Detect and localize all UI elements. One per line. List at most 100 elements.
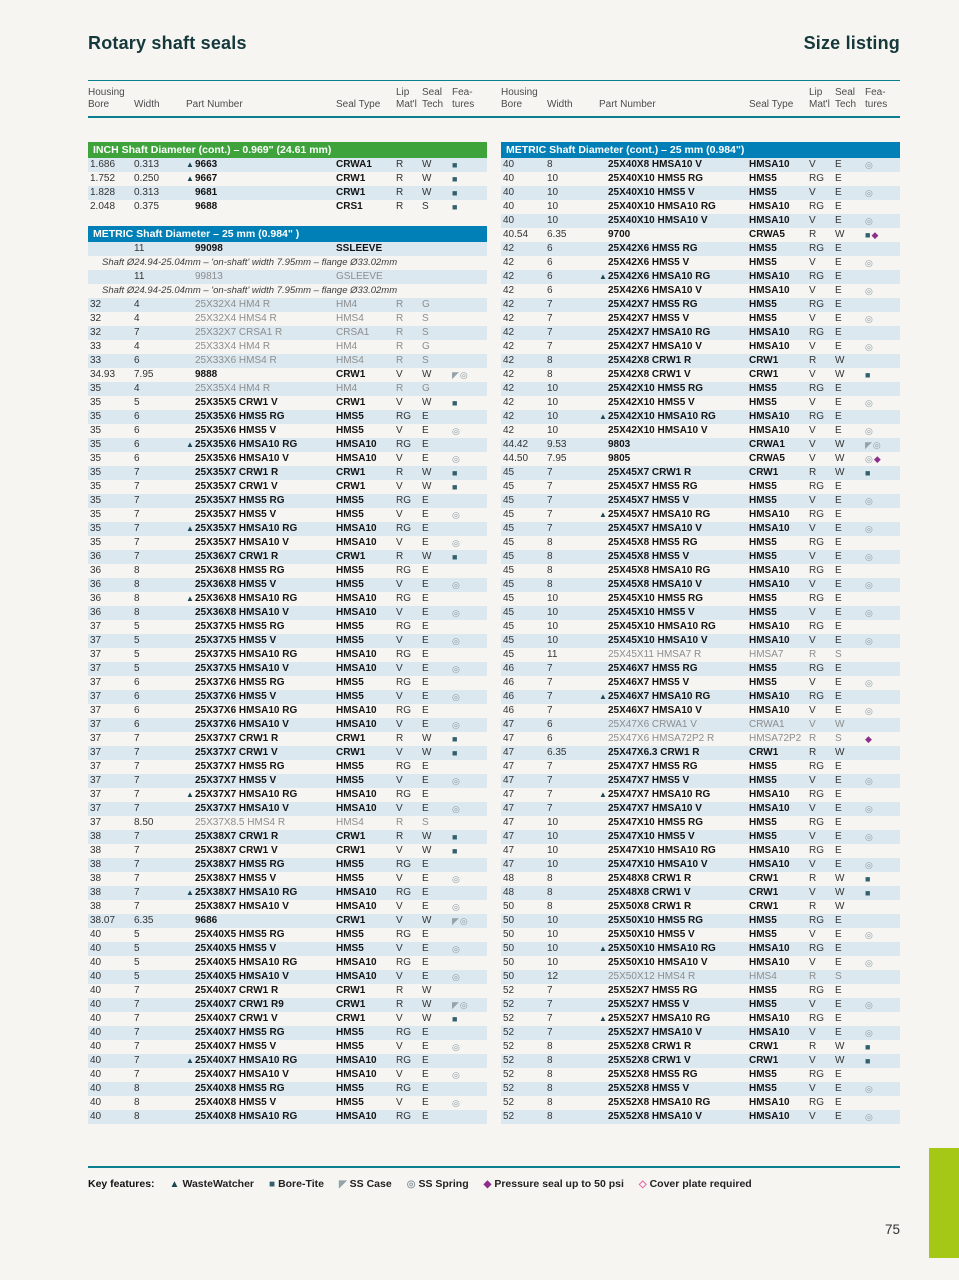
features-cell: ◎ (452, 606, 487, 620)
bore-cell: 42 (503, 313, 515, 324)
part-number-cell: 25X37X7 HMS5 RG (195, 761, 285, 772)
seal-tech-cell: E (835, 677, 842, 688)
bore-cell: 52 (503, 1055, 515, 1066)
width-cell: 7 (134, 1041, 140, 1052)
bore-cell: 42 (503, 271, 515, 282)
width-cell: 4 (134, 341, 140, 352)
boretite-icon: ■ (452, 552, 458, 562)
part-number-cell: 25X52X7 HMS5 V (608, 999, 690, 1010)
part-number-cell: 25X50X10 HMS5 RG (608, 915, 704, 926)
lip-material-cell: RG (396, 1027, 411, 1038)
lip-material-cell: R (396, 313, 404, 324)
column-header-cell: Housing Bore (501, 87, 547, 111)
seal-tech-cell: E (835, 1013, 842, 1024)
seal-type-cell: HMS5 (336, 425, 364, 436)
seal-tech-cell: E (422, 495, 429, 506)
part-number-cell: 25X40X5 HMSA10 V (195, 971, 289, 982)
sspring-icon: ◎ (459, 1000, 468, 1010)
table-row: 40 8 25X40X8 HMS5 RG HMS5 RG E (88, 1082, 487, 1096)
table-row: 45 7 25X45X7 HMS5 V HMS5 V E ◎ (501, 494, 900, 508)
lip-material-cell: RG (809, 691, 824, 702)
part-number-cell: 9803 (608, 439, 631, 450)
seal-type-cell: CRW1 (336, 1013, 366, 1024)
seal-type-cell: SSLEEVE (336, 243, 383, 254)
features-cell: ◎ (452, 970, 487, 984)
features-cell: ◎ (865, 312, 900, 326)
seal-tech-cell: E (835, 915, 842, 926)
lip-material-cell: V (809, 579, 816, 590)
sspring-icon: ◎ (865, 454, 873, 464)
lip-material-cell: V (396, 803, 403, 814)
bore-cell: 37 (90, 747, 102, 758)
width-cell: 7 (134, 775, 140, 786)
sspring-icon: ◎ (865, 1084, 873, 1094)
part-number-cell: 25X35X7 HMS5 V (195, 509, 277, 520)
lip-material-cell: RG (396, 761, 411, 772)
features-cell: ■ (865, 886, 900, 900)
width-cell: 4 (134, 313, 140, 324)
width-cell: 5 (134, 635, 140, 646)
part-number-cell: 25X46X7 HMS5 V (608, 677, 690, 688)
column-header-cell: Seal Type (749, 87, 809, 111)
wastewatcher-icon: ▲ (186, 174, 194, 183)
width-cell: 8 (547, 887, 553, 898)
width-cell: 10 (547, 593, 559, 604)
column-header-line: tures (452, 99, 475, 110)
part-number-cell: 25X45X10 HMSA10 RG (608, 621, 716, 632)
seal-tech-cell: E (835, 1111, 842, 1122)
lip-material-cell: RG (809, 383, 824, 394)
features-cell (452, 564, 487, 578)
seal-type-cell: HMSA10 (336, 705, 377, 716)
table-row: 33 4 25X33X4 HM4 R HM4 R G (88, 340, 487, 354)
table-row: 45 11 25X45X11 HMSA7 R HMSA7 R S (501, 648, 900, 662)
boretite-icon: ■ (452, 398, 458, 408)
width-cell: 7 (547, 467, 553, 478)
lip-material-cell: V (809, 257, 816, 268)
bore-cell: 35 (90, 467, 102, 478)
bore-cell: 38 (90, 873, 102, 884)
part-number-cell: 25X37X7 CRW1 R (195, 733, 279, 744)
features-cell (452, 522, 487, 536)
seal-type-cell: CRW1 (336, 999, 366, 1010)
width-cell: 6 (134, 439, 140, 450)
sspring-icon: ◎ (452, 874, 460, 884)
features-cell (865, 648, 900, 662)
seal-type-cell: HMSA10 (749, 341, 790, 352)
width-cell: 7 (134, 481, 140, 492)
lip-material-cell: RG (809, 299, 824, 310)
table-row: 35 6 ▲ 25X35X6 HMSA10 RG HMSA10 RG E (88, 438, 487, 452)
seal-type-cell: CRW1 (749, 369, 779, 380)
width-cell: 10 (547, 859, 559, 870)
seal-tech-cell: W (835, 1055, 845, 1066)
pressure-icon: ◆ (871, 230, 879, 240)
sscase-icon: ◤ (452, 1000, 459, 1010)
features-cell (452, 326, 487, 340)
table-row: 40 7 25X40X7 HMS5 V HMS5 V E ◎ (88, 1040, 487, 1054)
features-cell: ■ (452, 158, 487, 172)
seal-type-cell: HMSA10 (336, 523, 377, 534)
legend-item-label: Cover plate required (649, 1178, 752, 1190)
table-row: 35 6 25X35X6 HMS5 V HMS5 V E ◎ (88, 424, 487, 438)
features-cell: ◎ (452, 662, 487, 676)
part-number-cell: 25X42X10 HMS5 RG (608, 383, 704, 394)
lip-material-cell: RG (809, 663, 824, 674)
legend-item: ◆ Pressure seal up to 50 psi (484, 1178, 624, 1190)
lip-material-cell: RG (809, 271, 824, 282)
width-cell: 8 (134, 1097, 140, 1108)
width-cell: 7 (547, 523, 553, 534)
seal-type-cell: CRW1 (749, 467, 779, 478)
width-cell: 8 (547, 551, 553, 562)
seal-type-cell: HMSA10 (749, 201, 790, 212)
table-row: 35 6 25X35X6 HMSA10 V HMSA10 V E ◎ (88, 452, 487, 466)
part-number-cell: 25X35X6 HMS5 V (195, 425, 277, 436)
features-cell: ◎ ◆ (865, 452, 900, 466)
sspring-icon: ◎ (865, 930, 873, 940)
lip-material-cell: RG (396, 523, 411, 534)
lip-material-cell: R (396, 173, 404, 184)
table-row: 1.828 0.313 9681 CRW1 R W ■ (88, 186, 487, 200)
seal-type-cell: HMS5 (749, 817, 777, 828)
seal-tech-cell: E (422, 719, 429, 730)
table-row: 42 6 ▲ 25X42X6 HMSA10 RG HMSA10 RG E (501, 270, 900, 284)
seal-type-cell: HMS5 (749, 999, 777, 1010)
